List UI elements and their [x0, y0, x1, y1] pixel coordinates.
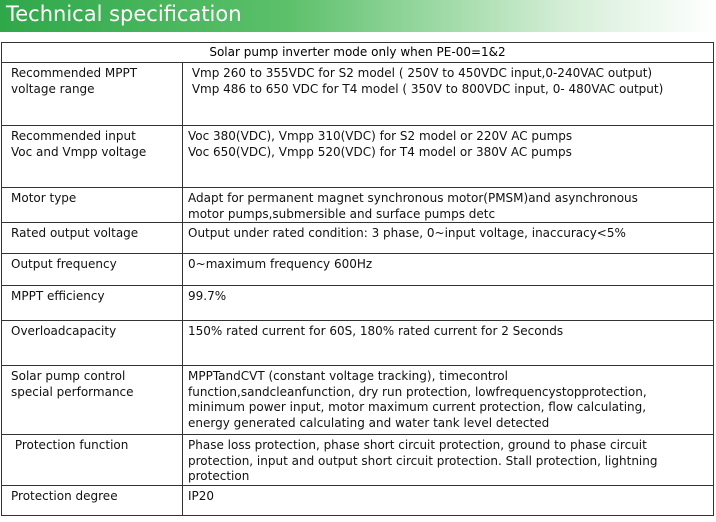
table-title: Solar pump inverter mode only when PE-00… — [209, 45, 506, 59]
value-cell: 0~maximum frequency 600Hz — [183, 254, 713, 285]
label-cell: Recommended MPPT voltage range — [2, 63, 183, 125]
table-row: Protection function Phase loss protection… — [2, 434, 713, 485]
table-row: Recommended input Voc and Vmpp voltage Voc… — [2, 125, 713, 187]
cell-line: Output under rated condition: 3 phase, 0… — [188, 226, 626, 240]
header-banner: Technical specification — [0, 0, 716, 32]
cell-line: Solar pump control — [11, 369, 126, 383]
label-cell: Motor type — [2, 188, 183, 222]
label-cell: Protection degree — [2, 486, 183, 515]
cell-line: Overloadcapacity — [11, 324, 117, 338]
table-row: Solar pump control special performance MPP… — [2, 365, 713, 434]
cell-line: Adapt for permanent magnet synchronous m… — [188, 191, 638, 205]
cell-line: Protection function — [11, 438, 129, 452]
cell-line: minimum power input, motor maximum curre… — [188, 400, 647, 414]
value-cell: 150% rated current for 60S, 180% rated c… — [183, 321, 713, 365]
table-row: Rated output voltage Output under rated c… — [2, 222, 713, 253]
table-row: Recommended MPPT voltage range Vmp 260 to… — [2, 62, 713, 125]
value-cell: Adapt for permanent magnet synchronous m… — [183, 188, 713, 222]
cell-line: energy generated calculating and water t… — [188, 415, 550, 430]
value-cell: Voc 380(VDC), Vmpp 310(VDC) for S2 model… — [183, 126, 713, 187]
table-row: Output frequency 0~maximum frequency 600H… — [2, 253, 713, 285]
label-cell: Overloadcapacity — [2, 321, 183, 365]
cell-line: Voc 380(VDC), Vmpp 310(VDC) for S2 model… — [188, 129, 573, 143]
value-cell: Output under rated condition: 3 phase, 0… — [183, 223, 713, 253]
cell-line: Vmp 260 to 355VDC for S2 model ( 250V to… — [188, 66, 653, 80]
table-row: MPPT efficiency 99.7% — [2, 285, 713, 320]
value-cell: Vmp 260 to 355VDC for S2 model ( 250V to… — [183, 63, 713, 125]
label-cell: Protection function — [2, 435, 183, 485]
cell-line: Voc and Vmpp voltage — [11, 144, 147, 159]
cell-line: voltage range — [11, 81, 95, 96]
cell-line: IP20 — [188, 489, 215, 503]
cell-line: Rated output voltage — [11, 226, 139, 240]
cell-line: Motor type — [11, 191, 77, 205]
cell-line: function,sandcleanfunction, dry run prot… — [188, 384, 647, 399]
cell-line: protection, input and output short circu… — [188, 453, 658, 468]
cell-line: protection — [188, 469, 250, 483]
table-row: Protection degree IP20 — [2, 485, 713, 515]
label-cell: Recommended input Voc and Vmpp voltage — [2, 126, 183, 187]
label-cell: MPPT efficiency — [2, 286, 183, 320]
cell-line: MPPTandCVT (constant voltage tracking), … — [188, 369, 508, 383]
cell-line: MPPT efficiency — [11, 289, 105, 303]
value-cell: 99.7% — [183, 286, 713, 320]
label-cell: Solar pump control special performance — [2, 366, 183, 434]
cell-line: Recommended MPPT — [11, 66, 138, 80]
value-cell: IP20 — [183, 486, 713, 515]
cell-line: motor pumps,submersible and surface pump… — [188, 206, 496, 221]
cell-line: Vmp 486 to 650 VDC for T4 model ( 350V t… — [188, 81, 664, 96]
label-cell: Output frequency — [2, 254, 183, 285]
table-row: Motor type Adapt for permanent magnet syn… — [2, 187, 713, 222]
spec-table: Solar pump inverter mode only when PE-00… — [1, 42, 714, 516]
cell-line: Recommended input — [11, 129, 136, 143]
cell-line: 0~maximum frequency 600Hz — [188, 257, 373, 271]
cell-line: Phase loss protection, phase short circu… — [188, 438, 647, 452]
cell-line: Voc 650(VDC), Vmpp 520(VDC) for T4 model… — [188, 144, 572, 159]
label-cell: Rated output voltage — [2, 223, 183, 253]
cell-line: special performance — [11, 384, 134, 399]
cell-line: Protection degree — [11, 489, 118, 503]
cell-line: 99.7% — [188, 289, 227, 303]
value-cell: MPPTandCVT (constant voltage tracking), … — [183, 366, 713, 434]
cell-line: Output frequency — [11, 257, 117, 271]
value-cell: Phase loss protection, phase short circu… — [183, 435, 713, 485]
table-row: Overloadcapacity 150% rated current for 6… — [2, 320, 713, 365]
cell-line: 150% rated current for 60S, 180% rated c… — [188, 324, 564, 338]
header-title: Technical specification — [6, 2, 242, 26]
